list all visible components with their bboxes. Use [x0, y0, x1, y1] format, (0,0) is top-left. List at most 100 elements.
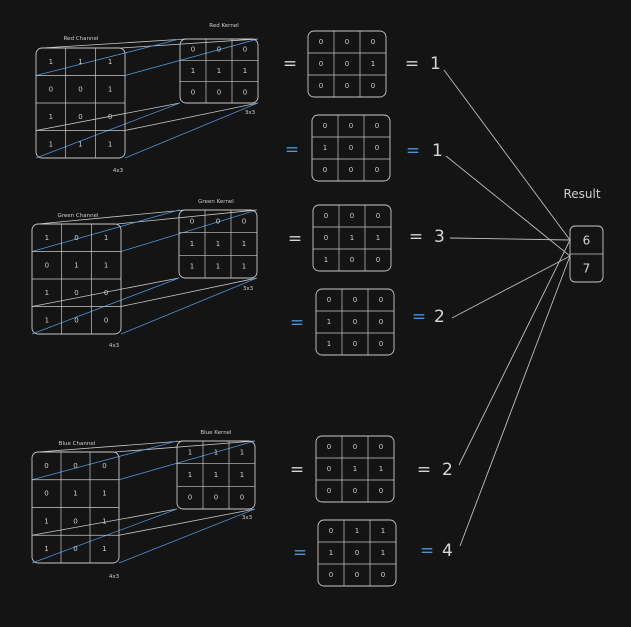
green-kernel-grid-frame — [178, 209, 258, 279]
blue-product-1-grid-cell: 0 — [329, 571, 333, 579]
blue-channel-grid-cell: 1 — [102, 490, 106, 498]
blue-channel-grid-cell: 0 — [73, 545, 77, 553]
green-channel-grid-cell: 1 — [74, 261, 78, 269]
red-proj-line — [41, 38, 187, 49]
red-kernel-grid-cell: 0 — [217, 46, 221, 54]
red-channel-grid-cell: 0 — [49, 85, 53, 93]
green-product-0-grid-cell: 0 — [376, 256, 380, 264]
blue-product-0-equals: = — [290, 460, 304, 480]
green-blue-proj-line — [31, 277, 180, 335]
green-product-1-grid-cell: 0 — [353, 296, 357, 304]
blue-blue-proj-line — [118, 440, 256, 481]
green-kernel-label: Green Kernel — [198, 199, 234, 205]
red-channel-grid-cell: 0 — [78, 113, 82, 121]
red-kernel-grid-frame — [179, 38, 259, 104]
red-channel-grid-cell: 1 — [49, 113, 53, 121]
blue-product-0-grid-cell: 0 — [327, 465, 331, 473]
red-channel-size: 4x3 — [113, 168, 124, 174]
blue-proj-line — [37, 440, 184, 453]
red-product-0-grid: 0 0 0 0 0 1 0 0 0 — [307, 30, 387, 98]
blue-kernel-grid-cell: 1 — [240, 471, 244, 479]
green-kernel-grid-cell: 0 — [190, 217, 194, 225]
red-channel-grid-cell: 1 — [78, 140, 82, 148]
blue-product-1-grid-cell: 0 — [355, 549, 359, 557]
red-product-0-grid-frame — [307, 30, 387, 98]
blue-channel-grid-cell: 1 — [73, 490, 77, 498]
green-kernel-grid-cell: 1 — [242, 263, 246, 271]
red-product-1-result-equals: = — [406, 141, 420, 161]
blue-kernel-label: Blue Kernel — [200, 430, 232, 436]
blue-product-1-grid-cell: 1 — [381, 549, 385, 557]
blue-product-1-grid-frame — [317, 519, 397, 587]
green-product-1-grid: 0 0 0 1 0 0 1 0 0 — [315, 288, 395, 356]
red-kernel-grid-cell: 0 — [243, 88, 247, 96]
result-connection-line — [458, 239, 571, 466]
green-channel-grid-cell: 0 — [74, 234, 78, 242]
blue-channel-grid-cell: 1 — [102, 545, 106, 553]
result-connection-line — [443, 69, 571, 241]
red-channel-grid-cell: 0 — [108, 113, 112, 121]
green-proj-line — [31, 277, 180, 307]
green-proj-line — [116, 209, 258, 225]
green-kernel-grid-cell: 1 — [216, 240, 220, 248]
green-product-0-grid-cell: 0 — [350, 256, 354, 264]
red-kernel-grid-cell: 1 — [217, 67, 221, 75]
green-channel-grid-cell: 0 — [74, 289, 78, 297]
green-product-1-grid-cell: 0 — [353, 318, 357, 326]
red-channel-grid-cell: 1 — [108, 58, 112, 66]
blue-kernel-grid-cell: 0 — [214, 494, 218, 502]
result-connection-line — [451, 255, 571, 319]
green-product-1-grid-frame — [315, 288, 395, 356]
red-proj-line — [120, 38, 259, 49]
green-product-0-result-equals: = — [409, 227, 423, 247]
green-blue-proj-line — [120, 277, 258, 335]
green-product-1-equals: = — [290, 313, 304, 333]
green-kernel-grid-cell: 1 — [190, 240, 194, 248]
blue-product-0-grid-cell: 1 — [379, 465, 383, 473]
blue-channel-grid-cell: 0 — [73, 462, 77, 470]
red-product-1-grid-cell: 0 — [349, 166, 353, 174]
green-channel-size: 4x3 — [109, 343, 120, 349]
green-product-0-grid: 0 0 0 0 1 1 1 0 0 — [312, 204, 392, 272]
blue-product-1-grid-cell: 0 — [329, 527, 333, 535]
red-proj-line — [35, 102, 181, 131]
blue-kernel-size: 3x3 — [242, 515, 253, 521]
red-product-1-grid-cell: 0 — [349, 144, 353, 152]
result-title: Result — [563, 187, 600, 201]
blue-product-1-grid-cell: 1 — [381, 527, 385, 535]
green-product-1-grid-cell: 0 — [379, 296, 383, 304]
red-kernel-grid: 0 0 0 1 1 1 0 0 0 — [179, 38, 259, 104]
green-product-1-grid-cell: 1 — [327, 340, 331, 348]
red-channel-label: Red Channel — [64, 36, 99, 42]
red-proj-line — [124, 102, 259, 131]
red-product-1-grid: 0 0 0 1 0 0 0 0 0 — [311, 114, 391, 182]
blue-product-0-grid-cell: 0 — [353, 443, 357, 451]
green-product-1-grid-cell: 0 — [379, 318, 383, 326]
green-product-0-grid-cell: 1 — [376, 234, 380, 242]
red-kernel-grid-cell: 0 — [191, 88, 195, 96]
red-channel-grid-cell: 1 — [78, 58, 82, 66]
red-product-1-grid-cell: 0 — [323, 122, 327, 130]
result-connection-line — [445, 155, 571, 257]
red-product-0-grid-cell: 0 — [371, 82, 375, 90]
red-channel-grid-cell: 1 — [108, 140, 112, 148]
red-product-1-grid-cell: 0 — [349, 122, 353, 130]
blue-kernel-grid-cell: 1 — [214, 471, 218, 479]
blue-kernel-grid-cell: 1 — [188, 471, 192, 479]
green-channel-grid-cell: 1 — [45, 289, 49, 297]
blue-product-0-result-equals: = — [417, 460, 431, 480]
green-kernel-grid-cell: 1 — [242, 240, 246, 248]
red-kernel-grid-cell: 0 — [217, 88, 221, 96]
green-channel-grid: 1 0 1 0 1 1 1 0 0 1 0 0 — [31, 223, 122, 335]
blue-product-1-grid-cell: 0 — [355, 571, 359, 579]
green-proj-line — [120, 277, 258, 307]
blue-product-0-grid-cell: 1 — [353, 465, 357, 473]
blue-channel-size: 4x3 — [109, 574, 120, 580]
blue-blue-proj-line — [31, 508, 178, 564]
blue-proj-line — [31, 508, 178, 536]
green-blue-proj-line — [31, 209, 180, 252]
red-product-1-grid-cell: 0 — [375, 166, 379, 174]
green-channel-grid-cell: 1 — [45, 234, 49, 242]
green-product-0-grid-cell: 0 — [376, 212, 380, 220]
